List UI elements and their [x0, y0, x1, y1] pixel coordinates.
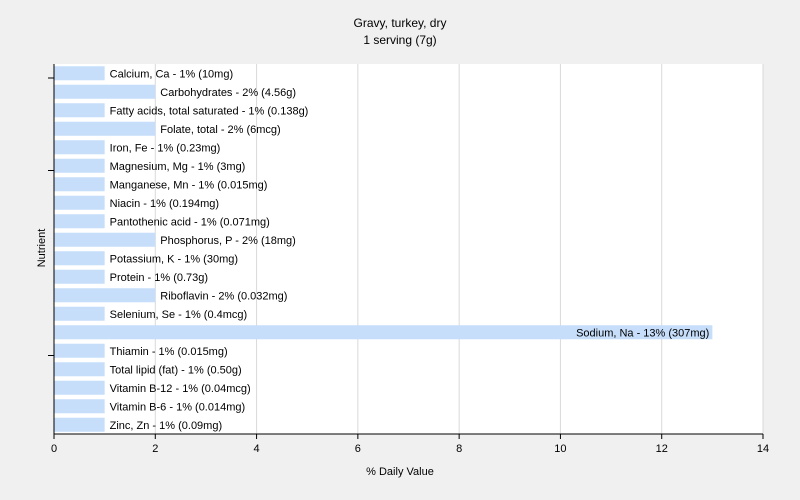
bar-label: Potassium, K - 1% (30mg): [110, 253, 238, 265]
x-tick-label: 8: [456, 443, 462, 455]
bar: [54, 177, 105, 192]
plot-background: [54, 64, 763, 434]
x-tick-label: 2: [152, 443, 158, 455]
bar-label: Calcium, Ca - 1% (10mg): [110, 68, 233, 80]
x-tick-label: 12: [656, 443, 668, 455]
bar-label: Protein - 1% (0.73g): [110, 272, 208, 284]
bar-label: Sodium, Na - 13% (307mg): [576, 327, 709, 339]
chart-title: Gravy, turkey, dry: [353, 16, 447, 30]
bar-label: Manganese, Mn - 1% (0.015mg): [110, 179, 268, 191]
bar: [54, 195, 105, 210]
chart-subtitle: 1 serving (7g): [363, 33, 437, 47]
x-axis-label: % Daily Value: [366, 466, 434, 478]
bar-label: Pantothenic acid - 1% (0.071mg): [110, 216, 270, 228]
bar: [54, 306, 105, 321]
bar-label: Magnesium, Mg - 1% (3mg): [110, 161, 246, 173]
bar-label: Thiamin - 1% (0.015mg): [110, 346, 228, 358]
bar: [54, 66, 105, 81]
bar: [54, 325, 713, 340]
bar-label: Vitamin B-12 - 1% (0.04mcg): [110, 383, 251, 395]
y-axis-label: Nutrient: [36, 228, 48, 268]
bar-label: Niacin - 1% (0.194mg): [110, 198, 219, 210]
bar: [54, 214, 105, 229]
bar-label: Carbohydrates - 2% (4.56g): [160, 87, 296, 99]
bar-label: Zinc, Zn - 1% (0.09mg): [110, 420, 222, 432]
bar: [54, 103, 105, 118]
x-tick-label: 6: [355, 443, 361, 455]
bar: [54, 140, 105, 155]
bar: [54, 251, 105, 266]
bar: [54, 380, 105, 395]
bar-label: Selenium, Se - 1% (0.4mcg): [110, 309, 248, 321]
bar: [54, 269, 105, 284]
bar: [54, 158, 105, 173]
bar-label: Riboflavin - 2% (0.032mg): [160, 290, 287, 302]
x-tick-label: 14: [757, 443, 769, 455]
bar-label: Iron, Fe - 1% (0.23mg): [110, 142, 221, 154]
bar-label: Folate, total - 2% (6mcg): [160, 124, 280, 136]
bar: [54, 343, 105, 358]
bar-label: Total lipid (fat) - 1% (0.50g): [110, 364, 242, 376]
bar: [54, 288, 156, 303]
x-tick-label: 10: [554, 443, 566, 455]
x-tick-label: 0: [51, 443, 57, 455]
bar: [54, 232, 156, 247]
bar: [54, 399, 105, 414]
bar: [54, 362, 105, 377]
x-tick-label: 4: [254, 443, 260, 455]
bar: [54, 417, 105, 432]
bar-label: Fatty acids, total saturated - 1% (0.138…: [110, 105, 309, 117]
bar-label: Vitamin B-6 - 1% (0.014mg): [110, 401, 246, 413]
bar: [54, 84, 156, 99]
bar: [54, 121, 156, 136]
bar-label: Phosphorus, P - 2% (18mg): [160, 235, 296, 247]
